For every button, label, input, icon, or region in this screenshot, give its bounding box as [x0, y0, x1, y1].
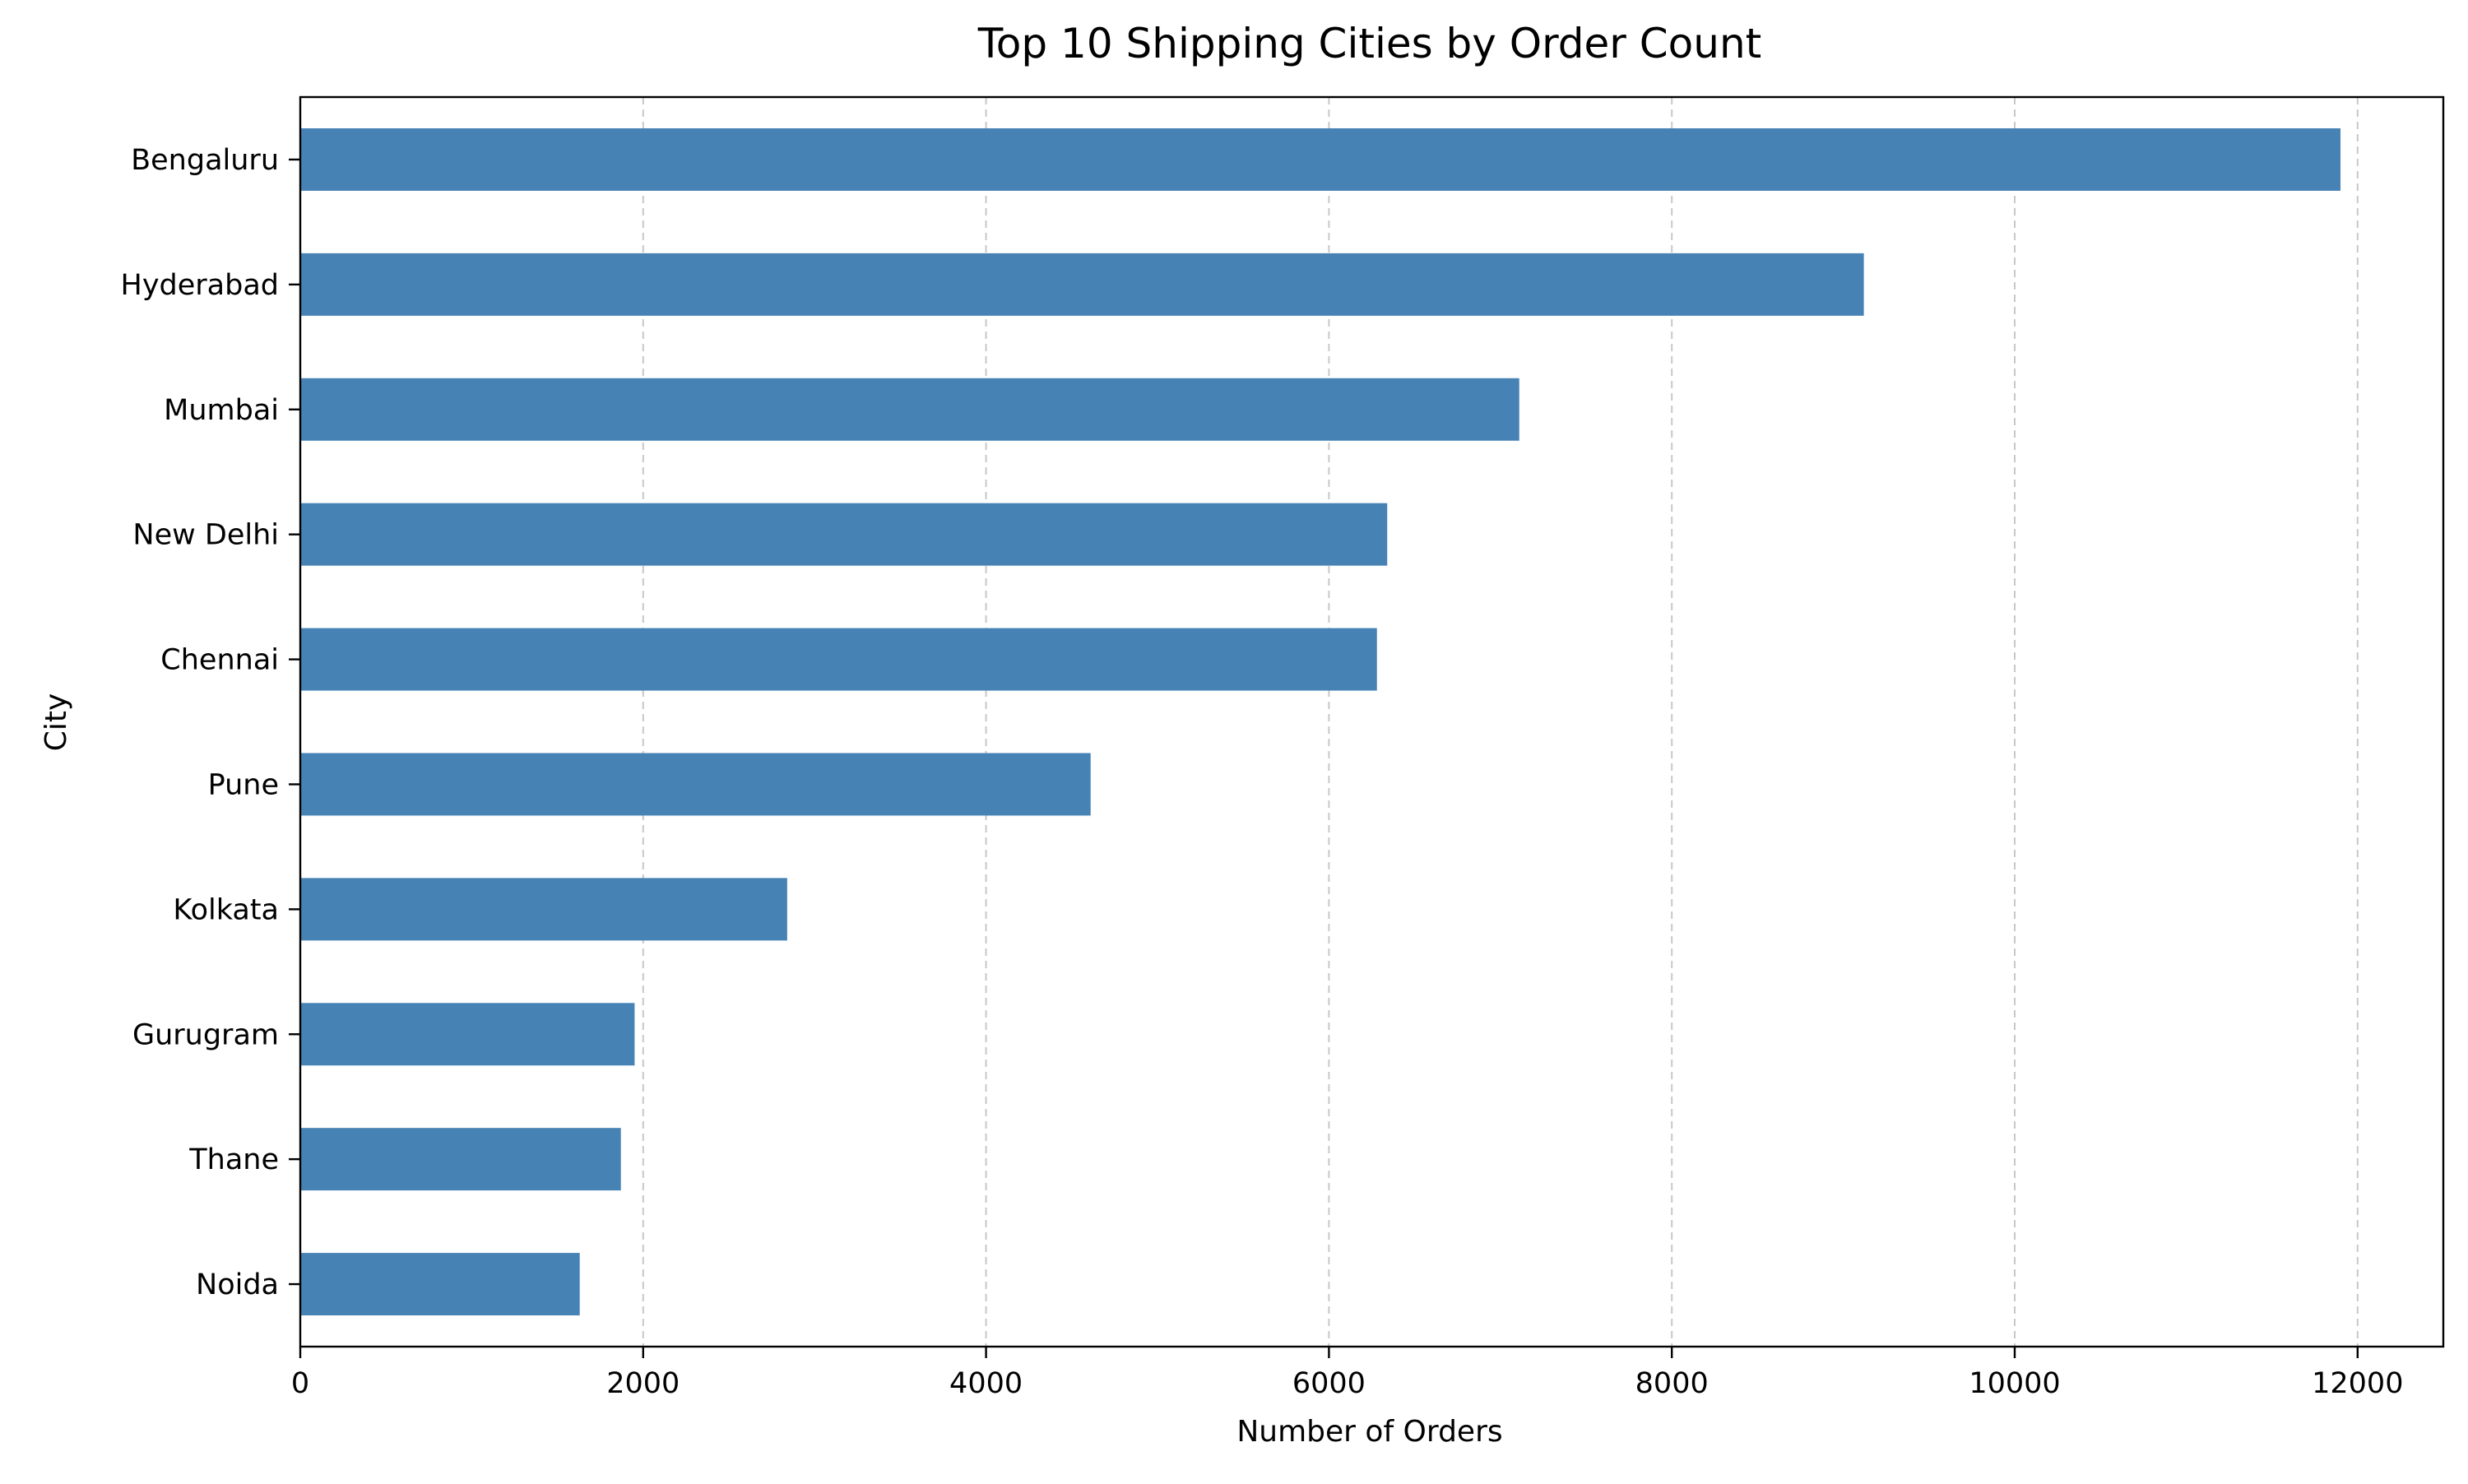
y-tick-label: Pune [208, 768, 279, 801]
y-tick-label: Hyderabad [121, 269, 280, 302]
y-axis-ticks: Bengaluru Hyderabad Mumbai New Delhi Chennai… [121, 144, 300, 1301]
y-tick-label: Noida [196, 1268, 279, 1301]
y-tick-label: Chennai [160, 644, 279, 677]
y-tick-label: Thane [188, 1143, 279, 1176]
plot-frame [299, 95, 2445, 1348]
bar-bengaluru [300, 128, 2340, 191]
y-axis-label: City [39, 693, 73, 752]
y-tick-label: Bengaluru [131, 144, 279, 177]
y-tick-label: Kolkata [173, 893, 279, 926]
y-tick-label: Mumbai [164, 394, 279, 427]
bar-gurugram [300, 1003, 635, 1066]
bar-thane [300, 1128, 621, 1191]
bar-pune [300, 753, 1091, 816]
x-tick-label: 8000 [1635, 1367, 1709, 1400]
chart-title: Top 10 Shipping Cities by Order Count [977, 20, 1762, 67]
bar-kolkata [300, 878, 787, 941]
x-tick-label: 10000 [1969, 1367, 2060, 1400]
x-tick-label: 4000 [949, 1367, 1023, 1400]
x-tick-label: 6000 [1292, 1367, 1366, 1400]
bars [300, 128, 2340, 1316]
bar-mumbai [300, 378, 1519, 441]
x-tick-label: 2000 [606, 1367, 680, 1400]
bar-hyderabad [300, 253, 1864, 316]
x-tick-label: 12000 [2312, 1367, 2403, 1400]
y-tick-label: New Delhi [132, 519, 279, 552]
x-axis-label: Number of Orders [1236, 1415, 1502, 1449]
x-tick-label: 0 [291, 1367, 309, 1400]
bar-noida [300, 1253, 580, 1316]
x-axis-ticks: 0 2000 4000 6000 8000 10000 12000 [291, 1347, 2403, 1400]
grid-lines [642, 97, 2359, 1347]
bar-new-delhi [300, 503, 1388, 566]
y-tick-label: Gurugram [132, 1018, 279, 1051]
bar-chennai [300, 628, 1377, 691]
